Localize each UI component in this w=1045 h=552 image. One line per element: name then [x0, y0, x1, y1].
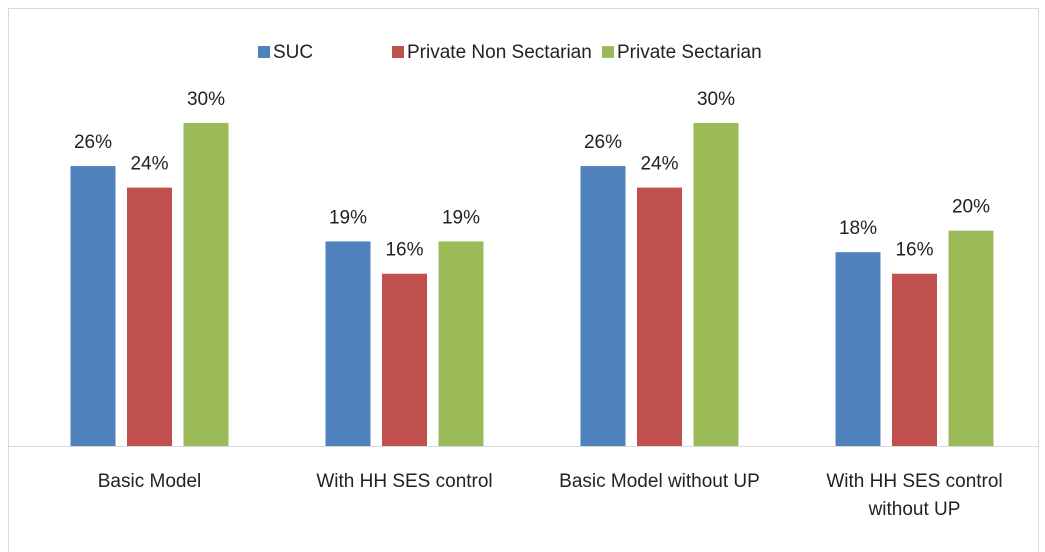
data-label: 19%: [329, 207, 367, 228]
x-tick-label: Basic Model without UP: [559, 471, 760, 492]
data-label: 20%: [952, 197, 990, 218]
bar: [948, 230, 994, 446]
data-label: 18%: [839, 218, 877, 239]
bar: [70, 166, 116, 447]
bar: [892, 273, 937, 446]
legend-swatch: [392, 46, 404, 58]
data-label: 30%: [187, 89, 225, 110]
bar: [637, 187, 682, 446]
legend-swatch: [602, 46, 614, 58]
legend-label: SUC: [273, 42, 313, 63]
chart-border: [8, 8, 1039, 552]
bar: [693, 123, 739, 446]
bar: [325, 241, 371, 446]
data-label: 26%: [584, 132, 622, 153]
data-label: 24%: [130, 154, 168, 175]
data-label: 16%: [895, 240, 933, 261]
bar: [580, 166, 626, 447]
bar: [438, 241, 484, 446]
bar: [127, 187, 172, 446]
legend-label: Private Non Sectarian: [407, 42, 592, 63]
legend-swatch: [258, 46, 270, 58]
data-label: 16%: [385, 240, 423, 261]
legend-label: Private Sectarian: [617, 42, 762, 63]
bar: [382, 273, 427, 446]
bar: [835, 252, 881, 446]
x-tick-label: With HH SES control: [316, 471, 493, 492]
data-label: 19%: [442, 207, 480, 228]
x-tick-label: Basic Model: [97, 471, 202, 492]
data-label: 26%: [74, 132, 112, 153]
x-tick-label: With HH SES control without UP: [826, 471, 1003, 520]
data-label: 24%: [640, 154, 678, 175]
data-label: 30%: [697, 89, 735, 110]
bar: [183, 123, 229, 446]
